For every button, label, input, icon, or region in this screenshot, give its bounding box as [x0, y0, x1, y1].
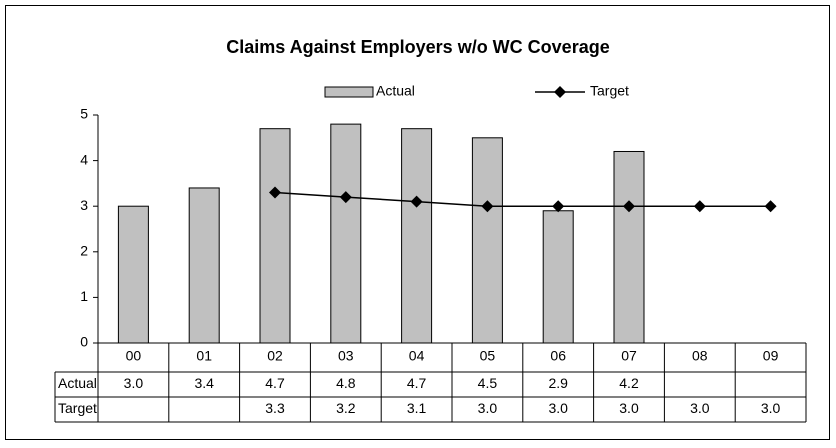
bar — [401, 128, 433, 344]
table-cell: 3.3 — [265, 400, 285, 416]
marker — [552, 200, 565, 213]
x-tick-label: 09 — [763, 348, 779, 364]
table-cell: 4.5 — [478, 375, 498, 391]
legend-marker — [554, 86, 566, 98]
legend-label: Actual — [376, 83, 415, 99]
table-cell: 4.2 — [619, 375, 639, 391]
y-tick-label: 3 — [80, 197, 88, 213]
marker — [339, 191, 352, 204]
bar — [259, 128, 291, 344]
table-row-label: Actual — [58, 375, 97, 391]
marker — [269, 186, 281, 199]
y-tick-label: 2 — [80, 243, 88, 259]
table-cell: 3.0 — [619, 400, 639, 416]
y-tick-label: 0 — [80, 334, 88, 350]
table-cell: 4.7 — [407, 375, 427, 391]
marker — [410, 195, 423, 208]
marker — [693, 200, 706, 213]
bar — [117, 205, 149, 344]
table-cell: 3.0 — [478, 400, 498, 416]
x-tick-label: 01 — [196, 348, 212, 364]
x-tick-label: 04 — [409, 348, 425, 364]
table-cell: 3.2 — [336, 400, 356, 416]
line — [274, 191, 771, 207]
table-row-label: Target — [58, 400, 97, 416]
table-cell: 3.0 — [761, 400, 781, 416]
table-cell: 3.0 — [548, 400, 568, 416]
x-tick-label: 00 — [126, 348, 142, 364]
x-tick-label: 06 — [550, 348, 566, 364]
table-cell: 3.1 — [407, 400, 427, 416]
table-cell: 4.8 — [336, 375, 356, 391]
table-cell: 3.0 — [690, 400, 710, 416]
legend-label: Target — [590, 83, 629, 99]
x-tick-label: 03 — [338, 348, 354, 364]
chart-title: Claims Against Employers w/o WC Coverage — [226, 37, 609, 57]
bar — [471, 137, 503, 344]
marker — [764, 200, 777, 213]
table-cell: 2.9 — [548, 375, 568, 391]
y-tick-label: 4 — [80, 151, 88, 167]
table-cell: 4.7 — [265, 375, 285, 391]
y-tick-label: 5 — [80, 106, 88, 122]
x-tick-label: 08 — [692, 348, 708, 364]
y-tick-label: 1 — [80, 288, 88, 304]
marker — [623, 200, 635, 213]
x-tick-label: 02 — [267, 348, 283, 364]
x-tick-label: 05 — [480, 348, 496, 364]
bar — [542, 210, 574, 344]
marker — [481, 200, 494, 213]
bar — [613, 150, 645, 344]
x-tick-label: 07 — [621, 348, 637, 364]
table-cell: 3.4 — [194, 375, 214, 391]
bar — [330, 123, 362, 344]
bar — [188, 187, 220, 344]
legend-swatch — [324, 86, 374, 98]
table-cell: 3.0 — [124, 375, 144, 391]
